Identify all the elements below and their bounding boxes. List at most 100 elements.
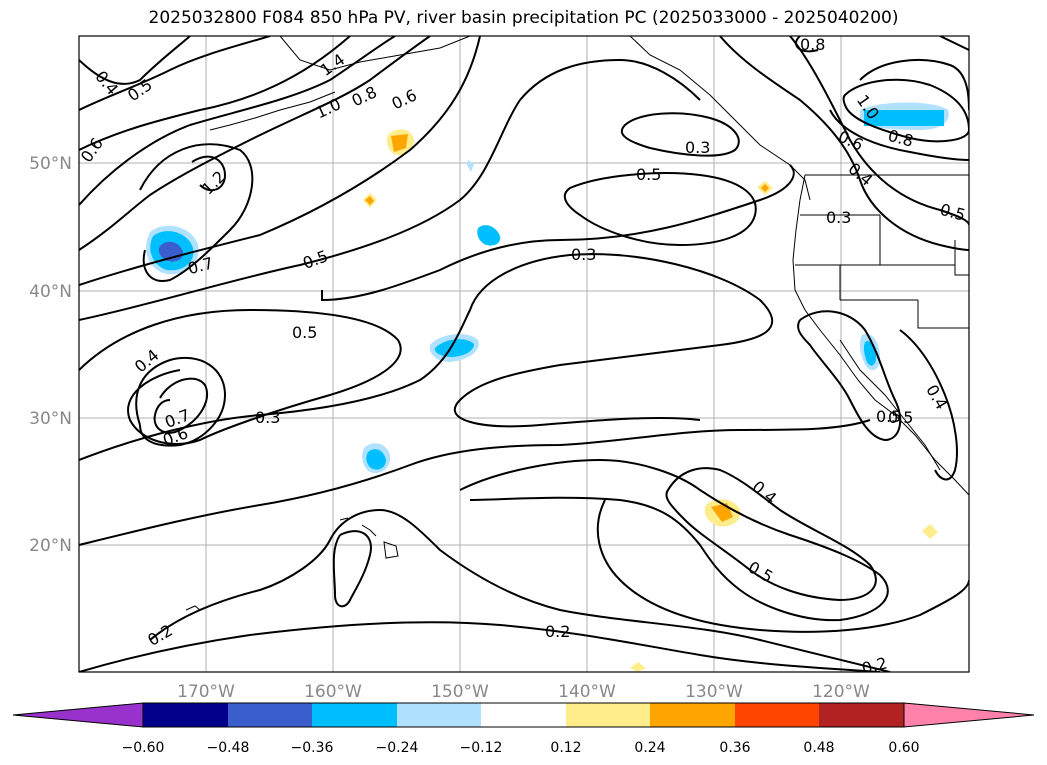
lon-label: 120°W [812, 682, 870, 702]
precip-negative-patch [366, 449, 386, 470]
map-background [79, 36, 969, 672]
alaska-coastline [279, 36, 471, 71]
colorbar-tick-label: −0.60 [122, 740, 165, 756]
colorbar-segment [735, 703, 819, 727]
colorbar-segment [312, 703, 397, 727]
hawaii-islands [339, 517, 399, 559]
pv-contour-line [79, 36, 396, 206]
pv-contour-line [859, 59, 969, 111]
pv-contour-line [79, 308, 402, 445]
precip-negative-patch [477, 225, 501, 246]
lon-label: 130°W [685, 682, 743, 702]
lon-label: 150°W [431, 682, 489, 702]
precip-positive-patch [365, 196, 374, 205]
nw-hawaiian-islands [185, 605, 201, 611]
precip-negative-patch [864, 110, 944, 126]
contour-label: 0.5 [636, 165, 661, 184]
colorbar-segment [819, 703, 904, 727]
pv-contour-line [79, 621, 881, 672]
precip-negative-patch [467, 160, 474, 172]
precip-positive-patch [761, 184, 769, 192]
colorbar-frame [142, 702, 905, 728]
colorbar-extend-low [12, 702, 144, 728]
map-panel: 0.4 0.5 0.6 1.4 1.0 0.8 0.6 1.2 0.7 0.5 … [78, 35, 970, 673]
pv-contour-line [459, 458, 889, 622]
precip-positive-patch [391, 134, 408, 152]
colorbar-tick-label: −0.12 [460, 740, 503, 756]
colorbar-tick-label: 0.12 [550, 740, 581, 756]
pv-contour-line [79, 253, 774, 461]
colorbar-tick-label: 0.24 [634, 740, 665, 756]
contour-label: 0.3 [826, 208, 851, 227]
pv-contour-line [153, 377, 208, 434]
colorbar-segment [650, 703, 735, 727]
pv-contour-line [149, 508, 891, 672]
contour-label: 0.3 [255, 408, 280, 427]
pv-contour-line [789, 36, 969, 226]
pv-contour-line [665, 467, 877, 602]
colorbar-extend-high [903, 702, 1035, 728]
latitude-labels: 50°N 40°N 30°N 20°N [29, 154, 72, 556]
precip-positive-patch [922, 524, 938, 539]
pv-contours [79, 36, 969, 672]
colorbar-segment [481, 703, 566, 727]
pv-contour-line [139, 143, 254, 282]
colorbar-tick-label: 0.60 [888, 740, 919, 756]
contour-label: 0.3 [685, 138, 710, 157]
pv-contour-line [899, 329, 958, 481]
colorbar-tick-label: 0.36 [719, 740, 750, 756]
pv-contour-line [939, 36, 969, 51]
colorbar-tick-label: 0.48 [803, 740, 834, 756]
contour-label: 0.5 [876, 407, 901, 426]
baja-california-coastline [839, 339, 941, 471]
colorbar-segment [566, 703, 650, 727]
pv-contour-line [596, 499, 969, 633]
precip-negative-patch [434, 339, 474, 357]
lon-label: 140°W [558, 682, 616, 702]
precip-positive-patch [630, 662, 646, 672]
colorbar-segment [228, 703, 312, 727]
colorbar-segment [143, 703, 228, 727]
coastlines [185, 36, 969, 611]
pv-contour-line [795, 36, 819, 53]
contour-label: 0.5 [292, 323, 317, 342]
precip-shading [146, 102, 949, 672]
pv-contour-line [321, 164, 795, 302]
contour-label: 0.8 [800, 35, 825, 54]
lon-label: 160°W [304, 682, 362, 702]
colorbar-tick-label: −0.36 [291, 740, 334, 756]
map-frame [78, 35, 970, 673]
lon-label: 170°W [177, 682, 235, 702]
pv-contour-line [135, 356, 227, 447]
pv-contour-line [79, 36, 271, 111]
pv-contour-line [79, 36, 351, 151]
colorbar-segment [397, 703, 481, 727]
pv-contour-line [842, 78, 969, 143]
pv-contour-line [79, 58, 701, 321]
lat-label: 20°N [29, 536, 72, 556]
colorbar: −0.60 −0.48 −0.36 −0.24 −0.12 0.12 0.24 … [12, 702, 1035, 756]
lat-label: 30°N [29, 409, 72, 429]
pv-contour-line [191, 155, 227, 192]
pv-contour-line [79, 36, 431, 251]
pv-contour-line [563, 172, 757, 247]
pv-contour-line [719, 36, 969, 251]
pv-contour-line [79, 419, 871, 546]
longitude-labels: 170°W 160°W 150°W 140°W 130°W 120°W [177, 682, 870, 702]
pv-contour-line [79, 36, 191, 85]
pv-contour-line [332, 530, 372, 608]
contour-label: 0.2 [545, 622, 570, 641]
map-title: 2025032800 F084 850 hPa PV, river basin … [148, 8, 899, 28]
colorbar-tick-label: −0.48 [207, 740, 250, 756]
us-state-borders [795, 214, 969, 329]
pacific-northwest-coastline [792, 174, 969, 496]
contour-label: 0.3 [571, 245, 596, 264]
pv-contour-line [797, 310, 902, 442]
lat-label: 50°N [29, 154, 72, 174]
colorbar-tick-label: −0.24 [376, 740, 419, 756]
pv-contour-line [79, 36, 481, 286]
contour-label: 0.5 [888, 408, 913, 427]
alaska-panhandle-coastline [629, 36, 811, 201]
aleutian-islands [209, 91, 336, 131]
